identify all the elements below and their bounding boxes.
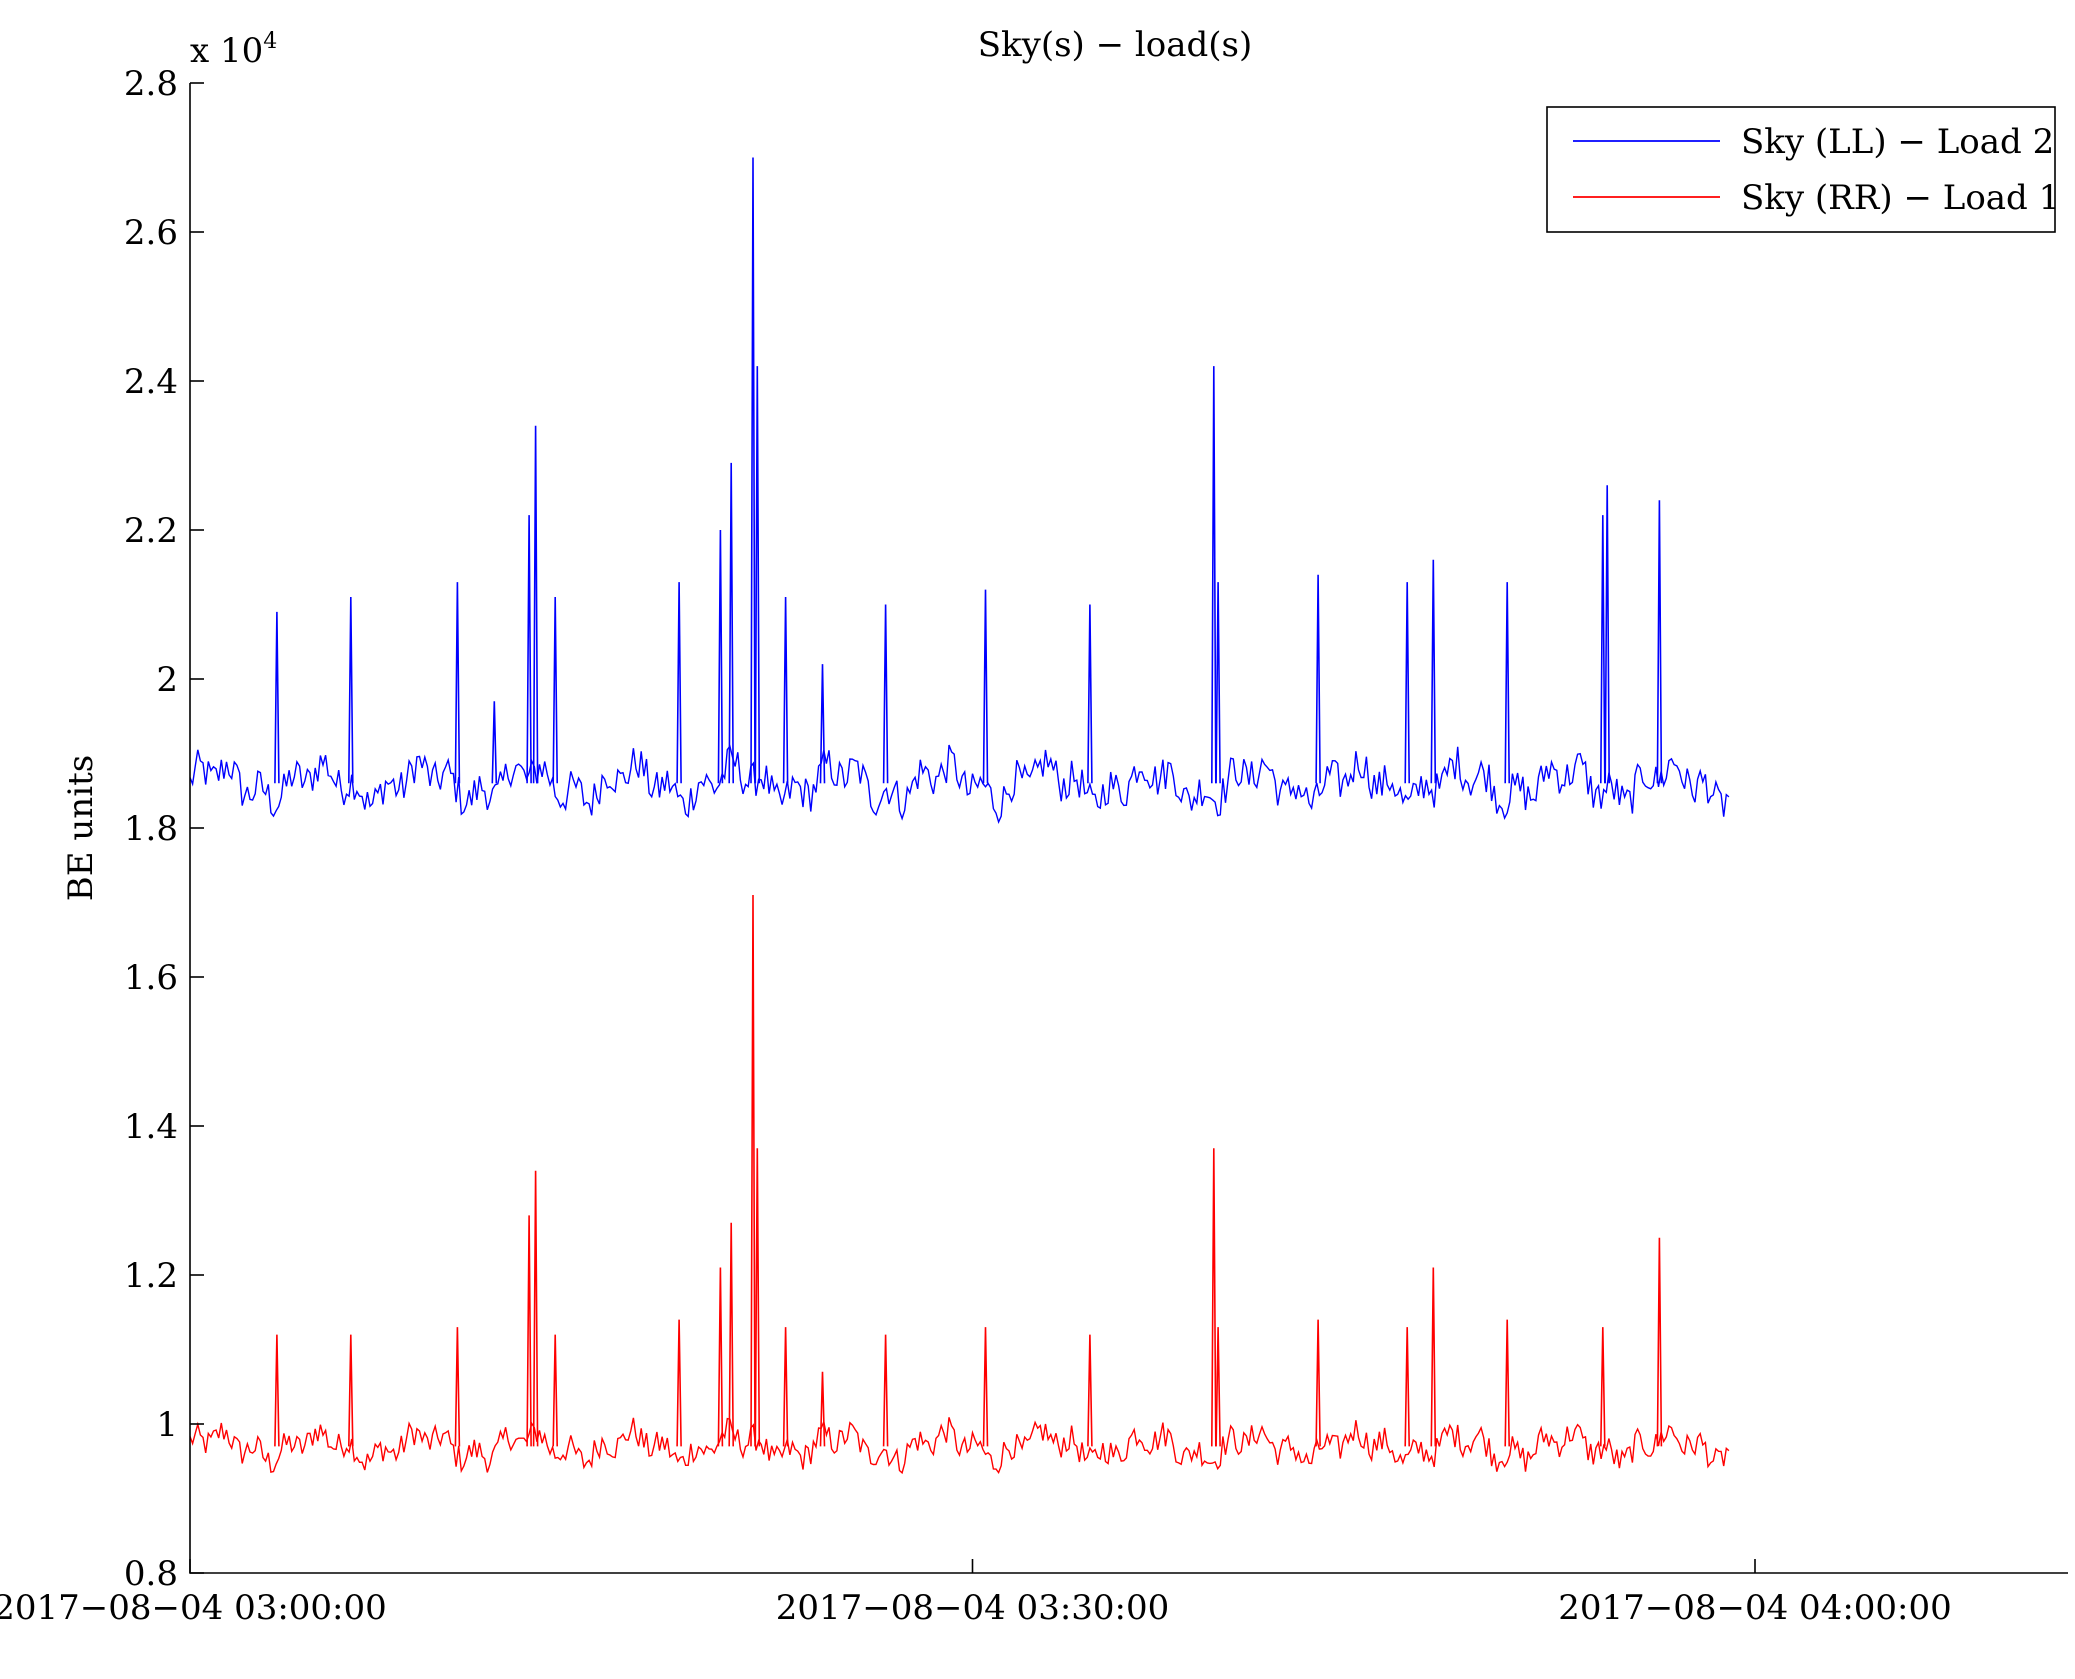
spike-point — [274, 611, 280, 784]
spike-point — [750, 157, 756, 784]
spike-point — [1656, 1237, 1663, 1447]
spike-point — [728, 462, 734, 784]
spike-point — [532, 1170, 539, 1447]
series-layer — [189, 157, 1730, 1475]
y-axis: 0.8 1 1.2 1.4 1.6 1.8 2 2.2 2.4 2.6 2.8 — [124, 64, 204, 1594]
spike-point — [882, 1334, 889, 1447]
spike-point — [819, 1371, 826, 1447]
y-exponent-base: x 10 — [190, 31, 263, 71]
y-exponent-power: 4 — [263, 29, 277, 54]
x-tick-label: 2017−08−04 03:00:00 — [0, 1588, 387, 1628]
spike-point — [782, 596, 789, 784]
spike-point — [552, 1334, 558, 1447]
legend-box — [1546, 106, 2056, 233]
spike-point — [1315, 574, 1321, 784]
spike-point — [1600, 515, 1606, 784]
spike-point — [454, 1327, 461, 1447]
x-tick-label: 2017−08−04 04:00:00 — [1558, 1588, 1952, 1628]
spike-point — [676, 1319, 682, 1447]
legend-label: Sky (LL) − Load 2 — [1741, 122, 2054, 162]
spike-point — [754, 1148, 761, 1447]
spike-point — [982, 589, 989, 784]
y-tick-label: 1.6 — [124, 958, 178, 998]
spike-point — [1600, 1327, 1606, 1447]
spike-point — [717, 1267, 724, 1447]
legend: Sky (LL) − Load 2 Sky (RR) − Load 1 — [1546, 106, 2060, 233]
spike-point — [526, 1215, 532, 1447]
spike-point — [782, 1327, 789, 1447]
y-tick-label: 1 — [156, 1405, 178, 1445]
spike-point — [1504, 582, 1510, 784]
spike-point — [1215, 1327, 1221, 1447]
spike-point — [1211, 1148, 1217, 1447]
y-tick-label: 2.8 — [124, 64, 178, 104]
y-exponent-label: x 104 — [190, 29, 277, 71]
y-tick-label: 1.2 — [124, 1256, 178, 1296]
y-tick-label: 1.4 — [124, 1107, 178, 1147]
spike-point — [552, 596, 558, 784]
spike-point — [348, 1334, 354, 1447]
y-tick-label: 2.6 — [124, 213, 178, 253]
spike-point — [676, 582, 682, 784]
spike-point — [1504, 1319, 1510, 1447]
spike-point — [348, 596, 354, 784]
chart-title: Sky(s) − load(s) — [978, 25, 1253, 65]
series-line-2 — [189, 1417, 1730, 1475]
spike-point — [1215, 582, 1221, 784]
y-axis-label: BE units — [61, 755, 101, 901]
y-tick-label: 2 — [156, 660, 178, 700]
spike-point — [1315, 1319, 1321, 1447]
spike-point — [526, 515, 532, 784]
spike-point — [1430, 559, 1437, 784]
spike-point — [982, 1327, 989, 1447]
series-line-1 — [189, 744, 1730, 825]
y-tick-label: 2.4 — [124, 362, 178, 402]
x-tick-label: 2017−08−04 03:30:00 — [776, 1588, 1170, 1628]
spike-point — [750, 894, 756, 1447]
y-tick-label: 1.8 — [124, 809, 178, 849]
spike-point — [1087, 604, 1093, 784]
spike-point — [754, 366, 761, 784]
spike-point — [454, 582, 461, 784]
spike-point — [1430, 1267, 1437, 1447]
legend-label: Sky (RR) − Load 1 — [1741, 178, 2060, 218]
spike-point — [882, 604, 889, 784]
spike-point — [1404, 582, 1410, 784]
spike-point — [491, 701, 498, 784]
spike-point — [1211, 366, 1217, 784]
x-axis: 2017−08−04 03:00:00 2017−08−04 03:30:00 20… — [0, 1559, 1952, 1628]
spike-point — [1404, 1327, 1410, 1447]
spike-point — [532, 425, 539, 784]
axes-frame — [189, 83, 2068, 1574]
spike-point — [717, 529, 724, 784]
spike-point — [274, 1334, 280, 1447]
y-tick-label: 0.8 — [124, 1554, 178, 1594]
spike-point — [1087, 1334, 1093, 1447]
spike-point — [728, 1222, 734, 1447]
spike-point — [1656, 500, 1663, 784]
spike-point — [1604, 485, 1610, 784]
y-tick-label: 2.2 — [124, 511, 178, 551]
spike-point — [819, 664, 826, 784]
